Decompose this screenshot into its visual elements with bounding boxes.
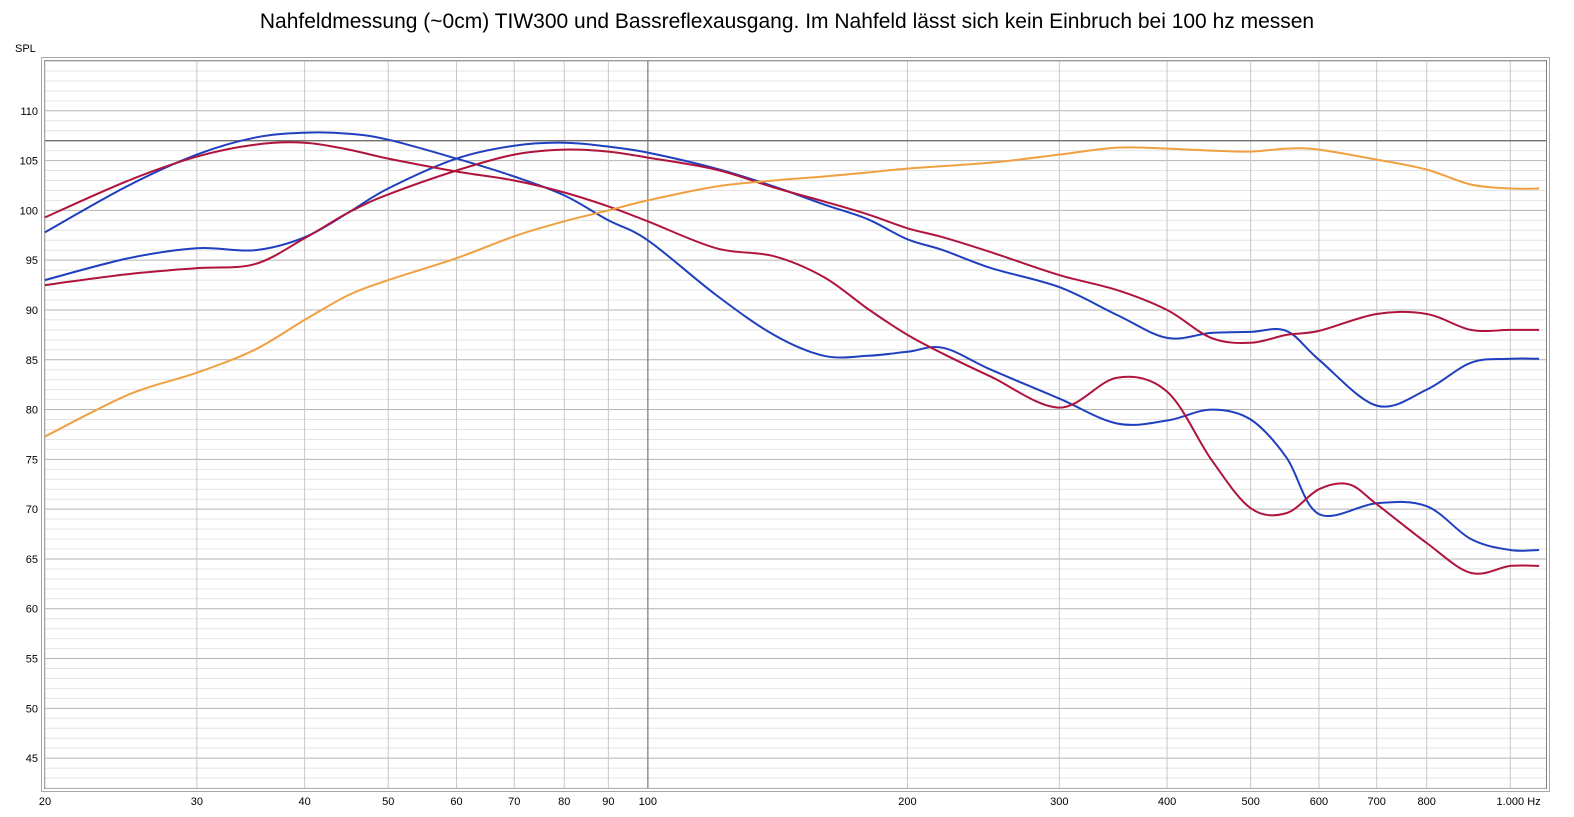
tick-labels: 45 50 55 60 65 70 75 80 85 90 95 100 105 110 20 30 40 50 6… <box>20 106 1541 808</box>
x-tick-label: 100 <box>639 796 657 808</box>
y-tick-label: 50 <box>26 703 38 715</box>
x-tick-label: 800 <box>1418 796 1436 808</box>
x-tick-label: 20 <box>39 796 51 808</box>
series-line-1 <box>44 131 1540 552</box>
x-tick-label: 1.000 <box>1497 796 1525 808</box>
chart-title: Nahfeldmessung (~0cm) TIW300 und Bassref… <box>259 10 1315 33</box>
plot-area-border <box>44 60 1547 789</box>
y-tick-label: 90 <box>26 305 38 317</box>
series-layer <box>44 131 1540 575</box>
y-tick-label: 105 <box>20 156 38 168</box>
x-axis-unit: Hz <box>1527 796 1540 808</box>
x-tick-label: 70 <box>508 796 520 808</box>
y-tick-label: 110 <box>20 106 38 118</box>
y-tick-label: 85 <box>26 355 38 367</box>
x-tick-label: 60 <box>450 796 462 808</box>
y-tick-label: 80 <box>26 405 38 417</box>
x-tick-label: 50 <box>382 796 394 808</box>
y-axis-label: SPL <box>15 43 36 55</box>
y-tick-label: 70 <box>26 504 38 516</box>
x-tick-label: 300 <box>1050 796 1068 808</box>
x-tick-label: 80 <box>558 796 570 808</box>
y-tick-label: 60 <box>26 604 38 616</box>
x-tick-label: 40 <box>299 796 311 808</box>
x-tick-label: 200 <box>898 796 916 808</box>
y-tick-label: 45 <box>26 753 38 765</box>
y-tick-label: 95 <box>26 255 38 267</box>
y-tick-label: 65 <box>26 554 38 566</box>
x-tick-label: 400 <box>1158 796 1176 808</box>
x-tick-label: 500 <box>1241 796 1259 808</box>
y-tick-label: 100 <box>20 205 38 217</box>
y-tick-label: 75 <box>26 454 38 466</box>
x-tick-label: 90 <box>602 796 614 808</box>
series-line-4 <box>44 148 1540 345</box>
grid-lines <box>44 60 1546 789</box>
y-tick-label: 55 <box>26 654 38 666</box>
x-tick-label: 700 <box>1368 796 1386 808</box>
x-tick-label: 600 <box>1310 796 1328 808</box>
x-tick-label: 30 <box>191 796 203 808</box>
series-line-5 <box>44 146 1540 438</box>
series-line-3 <box>44 141 1540 575</box>
